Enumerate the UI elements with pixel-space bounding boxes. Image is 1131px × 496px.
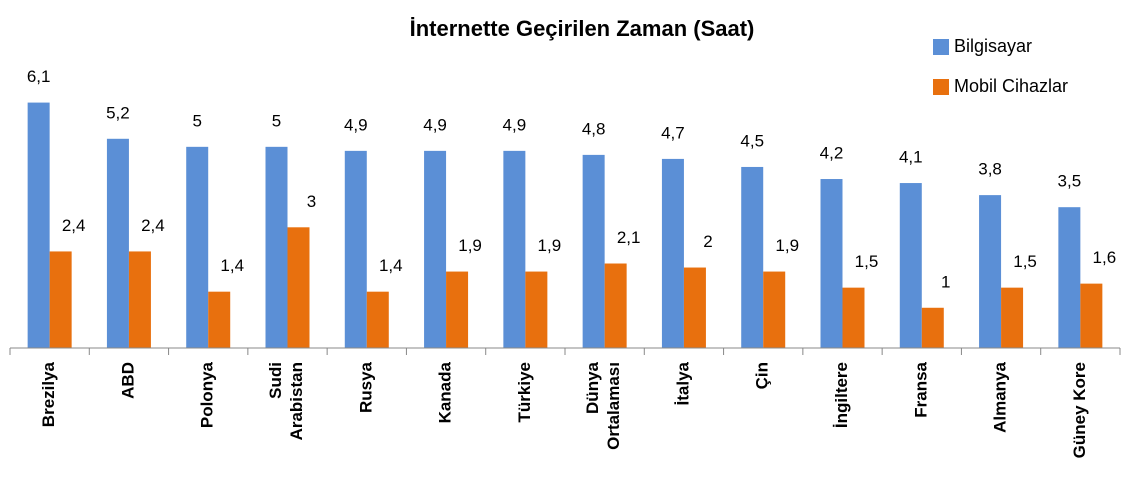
value-label: 4,8 [582,119,606,138]
x-tick-label: Dünya Ortalaması [584,361,624,449]
x-tick-label: Kanada [436,361,455,423]
x-tick-label: Çin [753,362,772,389]
bar [424,150,447,348]
value-label: 2 [703,232,712,251]
bar [979,195,1002,348]
bar [287,227,310,348]
value-label: 1,9 [538,236,562,255]
bar [1001,287,1024,348]
x-tick-label: Almanya [991,361,1010,432]
legend-label: Bilgisayar [954,36,1032,56]
bar [525,271,548,348]
x-tick-label: Rusya [356,361,375,413]
value-label: 5 [272,111,281,130]
value-label: 1,4 [220,256,244,275]
value-label: 4,9 [344,115,368,134]
value-label: 6,1 [27,67,51,86]
value-label: 2,4 [62,216,86,235]
bar [446,271,469,348]
legend-swatch [933,39,949,55]
bar [604,263,627,348]
bar [265,146,288,348]
value-label: 4,7 [661,123,685,142]
bar [366,291,389,348]
bar [186,146,209,348]
bar [1058,207,1081,348]
bar [820,179,843,348]
value-label: 1,5 [855,252,879,271]
value-label: 4,2 [820,144,844,163]
x-tick-label: Brezilya [39,361,58,427]
bar [763,271,786,348]
bar [899,183,922,348]
bar [344,150,367,348]
bar [842,287,865,348]
x-tick-label: İtalya [673,361,692,405]
x-tick-label: Türkiye [515,362,534,422]
x-tick-label: Güney Kore [1070,362,1089,458]
bar [27,102,50,349]
legend-swatch [933,79,949,95]
bar [503,150,526,348]
x-tick-label: Polonya [198,361,217,428]
bar [683,267,706,348]
value-label: 1,5 [1013,252,1037,271]
value-label: 1,9 [458,236,482,255]
bar [49,251,72,348]
value-label: 3 [307,192,316,211]
value-label: 1,4 [379,256,403,275]
bar [106,138,129,348]
x-tick-label: ABD [118,362,137,399]
value-label: 1,9 [775,236,799,255]
bar [208,291,231,348]
bar [921,307,944,348]
x-tick-label: Fransa [911,361,930,417]
bar [128,251,151,348]
x-tick-label: Sudi Arabistan [266,362,306,440]
value-label: 3,5 [1058,172,1082,191]
value-label: 3,8 [978,160,1002,179]
x-tick-label: İngiltere [832,362,851,428]
value-label: 4,5 [740,131,764,150]
value-label: 2,4 [141,216,165,235]
value-label: 1 [941,272,950,291]
value-label: 5,2 [106,103,130,122]
bar [741,166,764,348]
bar [661,158,684,348]
legend-label: Mobil Cihazlar [954,76,1068,96]
bar [1080,283,1103,348]
chart-title: İnternette Geçirilen Zaman (Saat) [410,16,755,41]
value-label: 2,1 [617,228,641,247]
value-label: 4,9 [423,115,447,134]
value-label: 5 [192,111,201,130]
bar [582,154,605,348]
value-label: 4,1 [899,148,923,167]
value-label: 4,9 [503,115,527,134]
value-label: 1,6 [1093,248,1117,267]
